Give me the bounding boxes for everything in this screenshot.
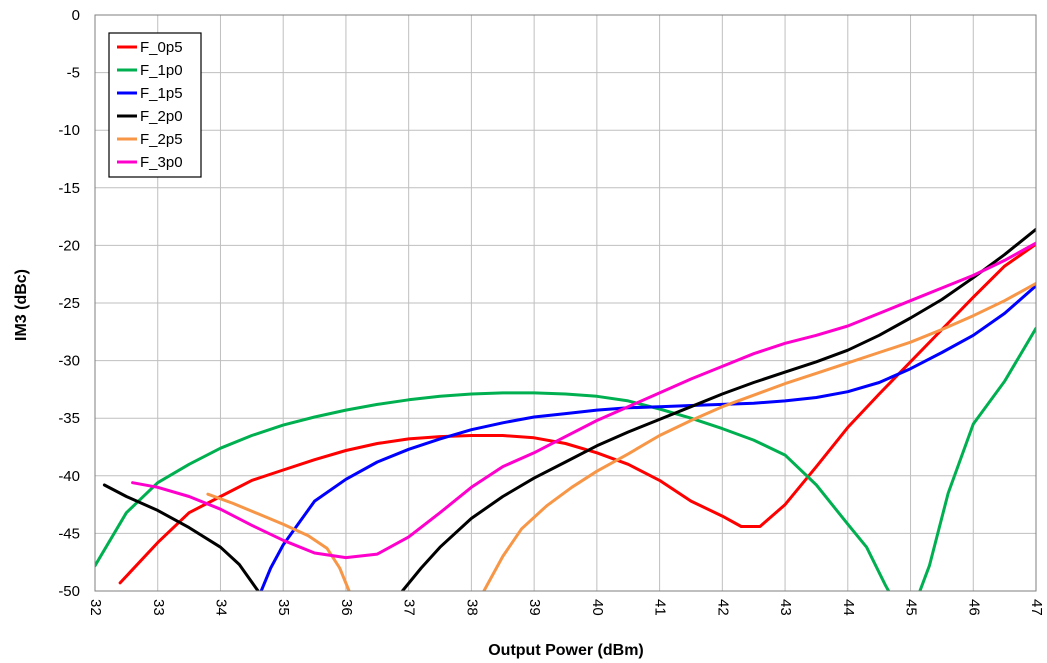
y-tick-label: -45 [58,525,80,542]
x-tick-label: 43 [777,599,794,616]
legend-label: F_2p0 [140,108,183,125]
x-tick-label: 32 [87,599,104,616]
gridlines [94,14,1037,592]
y-tick-label: -15 [58,180,80,197]
x-tick-label: 33 [150,599,167,616]
legend-label: F_1p0 [140,62,183,79]
series-lines [95,227,1036,591]
x-tick-label: 40 [589,599,606,616]
y-axis-ticks: 0 -5 -10 -15 -20 -25 -30 -35 -40 -45 -50 [58,7,80,600]
y-tick-label: -5 [67,65,80,82]
x-axis-ticks: 32 33 34 35 36 37 38 39 40 41 42 43 44 45 46 47 [87,599,1045,616]
series-line-f-1p0 [918,326,1036,591]
legend-label: F_0p5 [140,39,183,56]
x-tick-label: 44 [840,599,857,616]
x-tick-label: 41 [652,599,669,616]
legend: F_0p5 F_1p0 F_1p5 F_2p0 F_2p5 F_3p0 [108,32,202,178]
x-axis-title: Output Power (dBm) [488,642,644,659]
y-tick-label: -10 [58,122,80,139]
y-tick-label: -50 [58,583,80,600]
y-tick-label: -30 [58,353,80,370]
series-line-f-1p5 [259,284,1036,591]
y-tick-label: -35 [58,410,80,427]
x-tick-label: 42 [714,599,731,616]
legend-box [108,32,202,178]
x-tick-label: 34 [212,599,229,616]
x-tick-label: 39 [526,599,543,616]
series-line-f-0p5 [118,242,1036,585]
x-tick-label: 45 [903,599,920,616]
x-tick-label: 36 [338,599,355,616]
y-tick-label: -25 [58,295,80,312]
series-line-f-2p0 [400,227,1036,591]
series-line-f-3p0 [131,241,1036,560]
x-tick-label: 37 [401,599,418,616]
x-tick-label: 47 [1028,599,1045,616]
series-line-f-2p5 [206,492,351,591]
legend-label: F_2p5 [140,131,183,148]
y-tick-label: 0 [72,7,80,24]
series-line-f-2p5 [482,281,1036,591]
series-line-f-1p0 [95,391,891,591]
x-tick-label: 46 [965,599,982,616]
y-tick-label: -40 [58,468,80,485]
y-axis-title: IM3 (dBc) [13,269,30,341]
legend-label: F_1p5 [140,85,183,102]
plot-area-border [94,14,1037,592]
legend-label: F_3p0 [140,154,183,171]
y-tick-label: -20 [58,237,80,254]
x-tick-label: 35 [275,599,292,616]
series-line-f-2p0 [102,483,260,591]
x-tick-label: 38 [463,599,480,616]
